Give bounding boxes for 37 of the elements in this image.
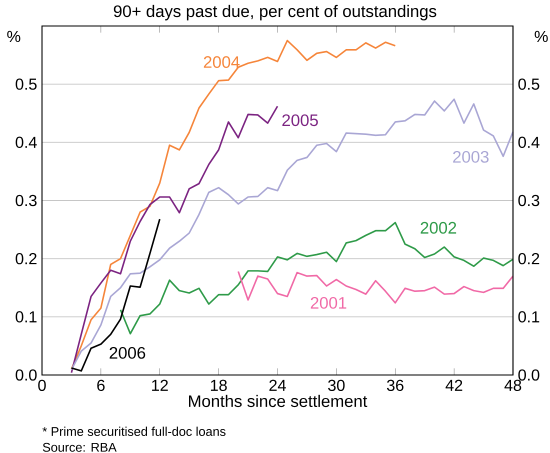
y2-tick-label: 0.4 <box>518 136 540 148</box>
series-label: 2005 <box>282 114 318 126</box>
x-tick-label: 12 <box>152 380 168 391</box>
x-tick-label: 18 <box>210 380 227 392</box>
line-series <box>120 222 514 334</box>
y-tick-label: 0.1 <box>16 311 37 322</box>
y-tick-label: 0.3 <box>16 194 37 206</box>
series-label: 2001 <box>310 296 346 309</box>
series-label: 2006 <box>110 346 146 359</box>
x-tick-label: 0 <box>38 380 46 392</box>
y-tick-label: 0.5 <box>16 78 37 90</box>
line-series <box>70 40 396 370</box>
y-axis-title: % <box>7 30 20 42</box>
x-tick-label: 42 <box>446 380 462 391</box>
series-label: 2004 <box>204 56 240 68</box>
x-tick-label: 24 <box>269 380 286 391</box>
y-tick-label: 0.2 <box>16 252 36 264</box>
line-series <box>70 218 161 372</box>
x-tick-label: 30 <box>328 380 345 392</box>
series-label: 2003 <box>453 150 489 163</box>
source-note: Source: RBA <box>42 442 117 452</box>
chart-subtitle: 90+ days past due, per cent of outstandings <box>114 4 436 20</box>
y2-tick-label: 0.3 <box>518 194 540 206</box>
x-tick-label: 48 <box>504 380 522 392</box>
y2-tick-label: 0.0 <box>518 369 540 381</box>
y-tick-label: 0.0 <box>16 369 37 381</box>
y2-axis-title: % <box>534 30 548 42</box>
y-tick-label: 0.4 <box>16 136 37 148</box>
y2-tick-label: 0.2 <box>518 252 540 264</box>
x-axis-title: Months since settlement <box>189 394 368 408</box>
series-label: 2002 <box>420 222 456 234</box>
line-series <box>70 105 278 374</box>
x-tick-label: 6 <box>97 380 105 392</box>
text: * Prime securitised full-doc loans <box>42 426 226 436</box>
y2-tick-label: 0.1 <box>518 311 540 322</box>
x-tick-label: 36 <box>386 380 404 392</box>
y2-tick-label: 0.5 <box>518 78 540 90</box>
